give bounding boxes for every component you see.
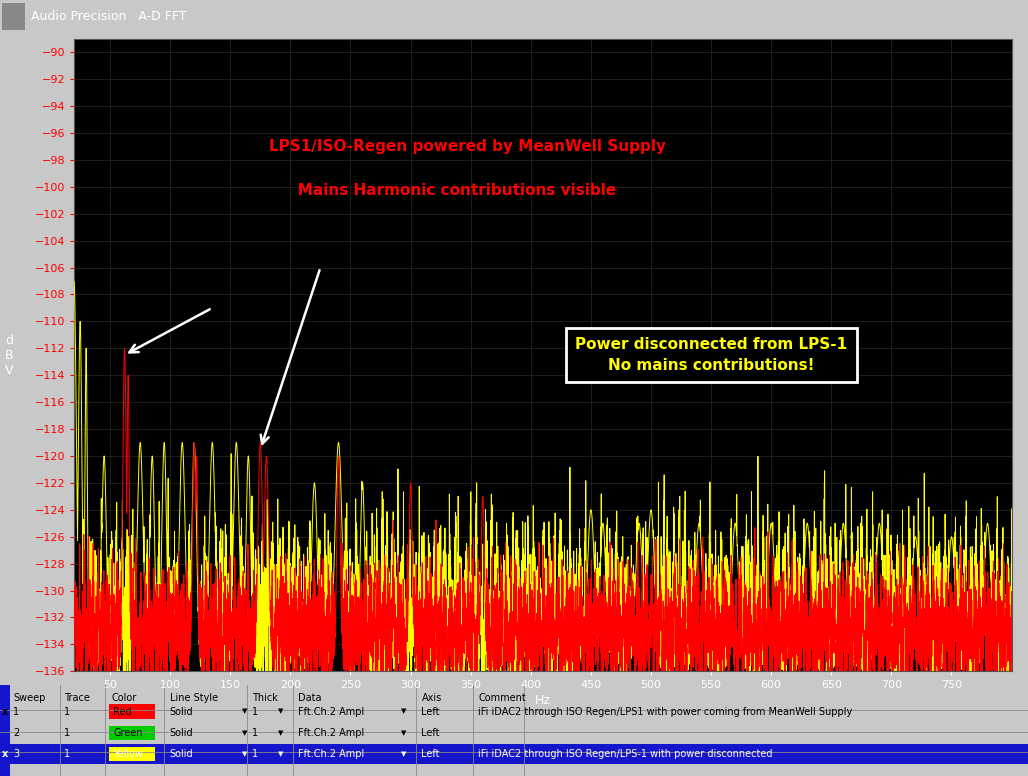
Text: Fft.Ch.2 Ampl: Fft.Ch.2 Ampl [298,728,364,738]
Text: Data: Data [298,693,322,703]
Text: x: x [2,749,8,759]
Text: Comment: Comment [478,693,525,703]
Text: ▼: ▼ [401,751,406,757]
Bar [0,685,1028,710]
Text: 2: 2 [13,728,20,738]
Bar [0,723,1028,743]
Text: Solid: Solid [170,749,193,759]
Text: 1: 1 [252,749,258,759]
Text: Solid: Solid [170,706,193,716]
Text: iFi iDAC2 through ISO Regen/LPS1 with power coming from MeanWell Supply: iFi iDAC2 through ISO Regen/LPS1 with po… [478,706,852,716]
Text: ▼: ▼ [242,708,247,715]
Text: ▼: ▼ [401,730,406,736]
Text: Left: Left [421,749,440,759]
Text: Yellow: Yellow [113,749,143,759]
Text: 1: 1 [252,728,258,738]
Text: 1: 1 [64,749,70,759]
Text: ▼: ▼ [401,708,406,715]
Text: Left: Left [421,728,440,738]
Text: ▼: ▼ [278,730,283,736]
Text: Green: Green [113,728,143,738]
Bar [109,705,155,719]
Text: Axis: Axis [421,693,442,703]
Text: 3: 3 [13,749,20,759]
Text: Audio Precision   A-D FFT: Audio Precision A-D FFT [31,10,186,23]
Text: ▼: ▼ [242,730,247,736]
Y-axis label: d
B
V: d B V [5,334,13,376]
Bar [0,744,1028,764]
Text: Power disconnected from LPS-1
No mains contributions!: Power disconnected from LPS-1 No mains c… [576,337,848,373]
Text: Red: Red [113,706,132,716]
Text: Sweep: Sweep [13,693,45,703]
Text: ▼: ▼ [278,708,283,715]
Bar [109,726,155,740]
Text: ▼: ▼ [242,751,247,757]
Text: Line Style: Line Style [170,693,218,703]
Text: Fft.Ch.2 Ampl: Fft.Ch.2 Ampl [298,706,364,716]
Text: 1: 1 [252,706,258,716]
Text: iFi iDAC2 through ISO Regen/LPS-1 with power disconnected: iFi iDAC2 through ISO Regen/LPS-1 with p… [478,749,772,759]
Text: x: x [2,706,8,716]
Text: Solid: Solid [170,728,193,738]
Text: Thick: Thick [252,693,278,703]
Bar [2,3,25,30]
Bar [109,747,155,761]
X-axis label: Hz: Hz [535,695,551,708]
Text: LPS1/ISO-Regen powered by MeanWell Supply: LPS1/ISO-Regen powered by MeanWell Suppl… [269,139,666,154]
Text: 1: 1 [13,706,20,716]
Text: Left: Left [421,706,440,716]
Text: Fft.Ch.2 Ampl: Fft.Ch.2 Ampl [298,749,364,759]
Text: Mains Harmonic contributions visible: Mains Harmonic contributions visible [282,183,616,198]
Text: ▼: ▼ [278,751,283,757]
Text: Trace: Trace [64,693,89,703]
Text: 1: 1 [64,706,70,716]
Text: Color: Color [111,693,137,703]
Bar [0,702,1028,722]
Text: 1: 1 [64,728,70,738]
Bar [0,685,10,776]
